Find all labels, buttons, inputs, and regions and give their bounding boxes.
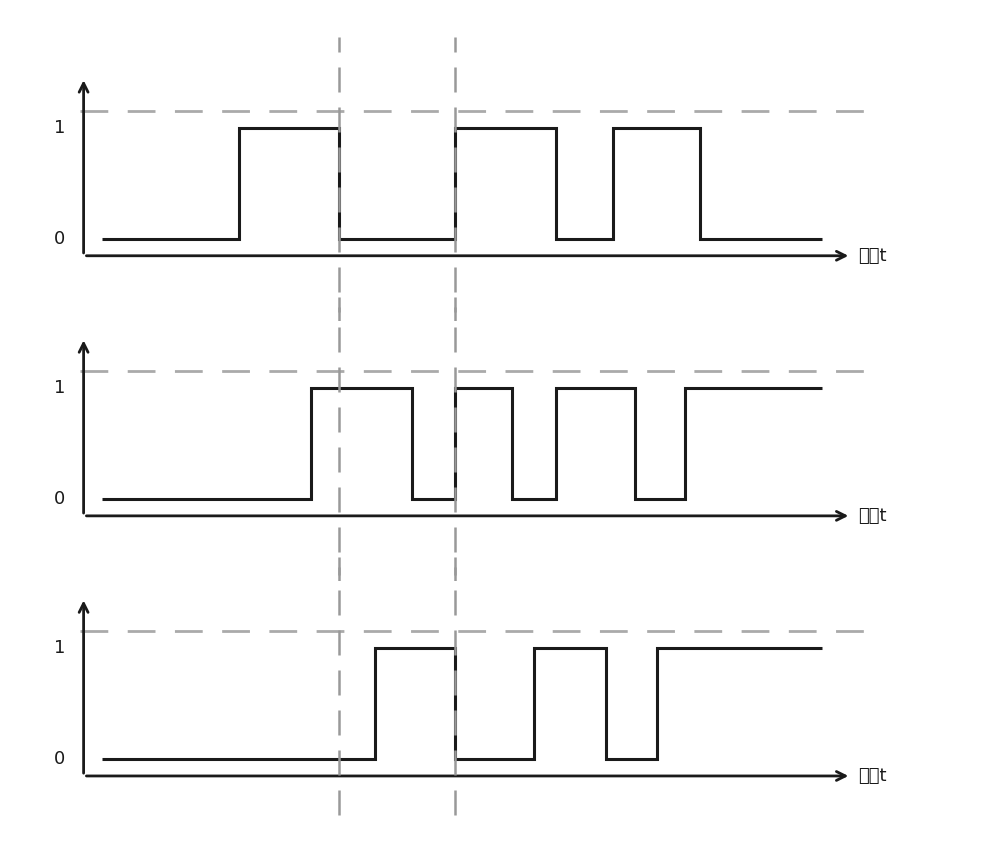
Text: 时间t: 时间t bbox=[858, 767, 887, 785]
Text: 1: 1 bbox=[54, 119, 66, 137]
Text: 时间t: 时间t bbox=[858, 247, 887, 264]
Text: 0: 0 bbox=[54, 750, 66, 768]
Text: 0: 0 bbox=[54, 490, 66, 508]
Text: 时间t: 时间t bbox=[858, 507, 887, 525]
Text: 0: 0 bbox=[54, 230, 66, 248]
Text: 1: 1 bbox=[54, 639, 66, 657]
Text: 1: 1 bbox=[54, 379, 66, 397]
